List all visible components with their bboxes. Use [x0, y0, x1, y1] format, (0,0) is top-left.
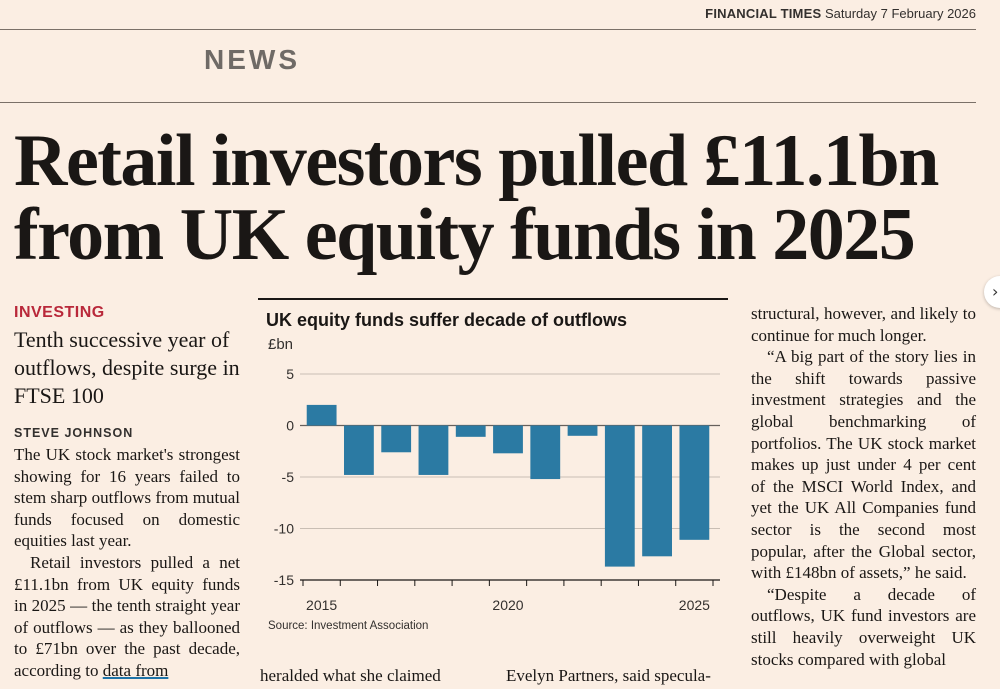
- bar: [455, 425, 486, 437]
- bar: [418, 425, 449, 475]
- bar: [642, 425, 672, 557]
- kicker[interactable]: INVESTING: [14, 304, 105, 321]
- masthead-date: Saturday 7 February 2026: [824, 6, 976, 21]
- continued-text: Evelyn Partners, said specula-: [506, 666, 711, 685]
- bar: [604, 425, 635, 567]
- paragraph: The UK stock market's strongest showing …: [14, 445, 240, 551]
- headline: Retail investors pulled £11.1bn from UK …: [14, 120, 939, 276]
- y-tick-label: -5: [282, 469, 295, 485]
- continued-text: heralded what she claimed: [260, 666, 441, 685]
- bar: [567, 425, 598, 436]
- masthead: FINANCIAL TIMES Saturday 7 February 2026: [705, 6, 976, 21]
- section-rule: [0, 102, 976, 103]
- y-tick-label: 5: [286, 366, 294, 382]
- y-tick-label: -10: [274, 521, 294, 537]
- paragraph: “Despite a decade of outflows, UK fund i…: [751, 584, 976, 669]
- data-link[interactable]: data from: [102, 660, 169, 680]
- bar-chart: 5 0 -5 -10 -15 2015 2020 2025: [274, 366, 720, 613]
- standfirst: Tenth successive year of outflows, despi…: [14, 327, 240, 408]
- bar: [493, 425, 523, 454]
- section-label: NEWS: [204, 44, 300, 75]
- chart-title: UK equity funds suffer decade of outflow…: [266, 310, 628, 330]
- y-tick-label: -15: [274, 572, 294, 588]
- left-column: INVESTING Tenth successive year of outfl…: [14, 296, 240, 682]
- paragraph-text: Retail investors pulled a net £11.1bn fr…: [14, 552, 240, 680]
- byline[interactable]: STEVE JOHNSON: [14, 426, 134, 440]
- paragraph: structural, however, and likely to conti…: [751, 304, 976, 345]
- right-column: structural, however, and likely to conti…: [751, 303, 976, 670]
- paragraph: “A big part of the story lies in the shi…: [751, 347, 976, 583]
- paragraph: Retail investors pulled a net £11.1bn fr…: [14, 552, 240, 682]
- x-tick-label: 2025: [679, 597, 710, 613]
- bar: [344, 425, 374, 475]
- chart-y-unit: £bn: [268, 336, 294, 353]
- bar: [306, 404, 337, 426]
- chart-source: Source: Investment Association: [268, 620, 429, 632]
- x-tick-label: 2015: [306, 597, 337, 613]
- masthead-paper: FINANCIAL TIMES: [705, 6, 822, 21]
- bar: [679, 425, 710, 540]
- chevron-right-icon[interactable]: ›: [984, 276, 1000, 308]
- x-tick-label: 2020: [492, 597, 523, 613]
- bar: [381, 425, 412, 453]
- bar: [530, 425, 561, 480]
- y-tick-label: 0: [286, 418, 294, 434]
- top-rule: [0, 29, 976, 30]
- chart-top-rule: [258, 298, 728, 300]
